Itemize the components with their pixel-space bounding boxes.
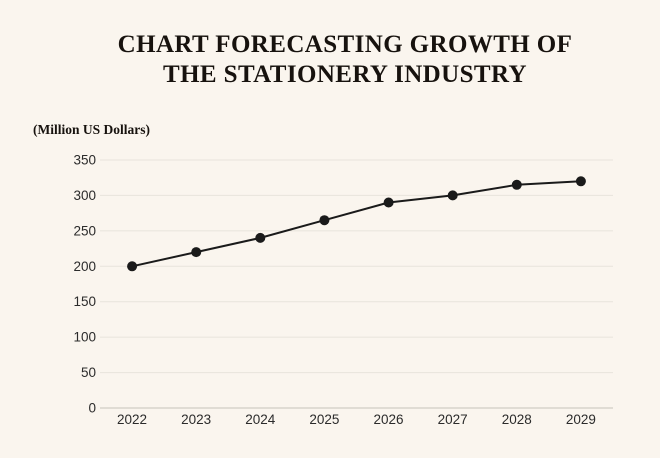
x-tick-label: 2029 [566,412,596,427]
chart-title-line1: CHART FORECASTING GROWTH OF [117,31,573,58]
data-point-2027 [447,190,458,201]
y-tick-label: 100 [73,330,96,345]
y-tick-label: 250 [73,223,96,238]
data-point-2024 [255,232,266,243]
y-tick-label: 150 [73,294,96,309]
y-axis-unit-label: (Million US Dollars) [33,122,150,137]
x-tick-label: 2025 [309,412,339,427]
data-point-2022 [127,261,138,272]
data-point-2029 [575,176,586,187]
x-tick-label: 2022 [117,412,147,427]
x-tick-label: 2023 [181,412,211,427]
x-tick-label: 2027 [438,412,468,427]
y-tick-label: 50 [81,365,96,380]
y-tick-label: 300 [73,188,96,203]
x-tick-label: 2026 [374,412,404,427]
x-tick-label: 2024 [245,412,276,427]
data-point-2028 [511,179,522,190]
data-point-2025 [319,215,330,226]
data-line [131,180,581,268]
data-point-2026 [383,197,394,208]
chart-title: CHART FORECASTING GROWTH OF THE STATIONE… [30,30,660,90]
y-tick-label: 350 [73,153,96,168]
y-tick-label: 0 [88,401,96,416]
x-tick-label: 2028 [502,412,532,427]
y-tick-label: 200 [73,259,96,274]
data-point-2023 [191,247,202,258]
chart-title-line2: THE STATIONERY INDUSTRY [163,61,527,88]
